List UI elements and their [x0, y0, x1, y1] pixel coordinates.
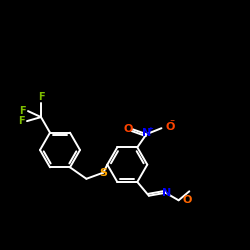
Text: N: N: [142, 128, 151, 138]
Text: ⁻: ⁻: [169, 118, 174, 128]
Text: +: +: [148, 126, 154, 132]
Text: F: F: [38, 92, 44, 102]
Text: O: O: [166, 122, 175, 132]
Text: F: F: [20, 106, 26, 116]
Text: O: O: [182, 195, 192, 205]
Text: N: N: [162, 188, 171, 198]
Text: F: F: [18, 116, 25, 126]
Text: O: O: [124, 124, 133, 134]
Text: S: S: [99, 168, 107, 178]
